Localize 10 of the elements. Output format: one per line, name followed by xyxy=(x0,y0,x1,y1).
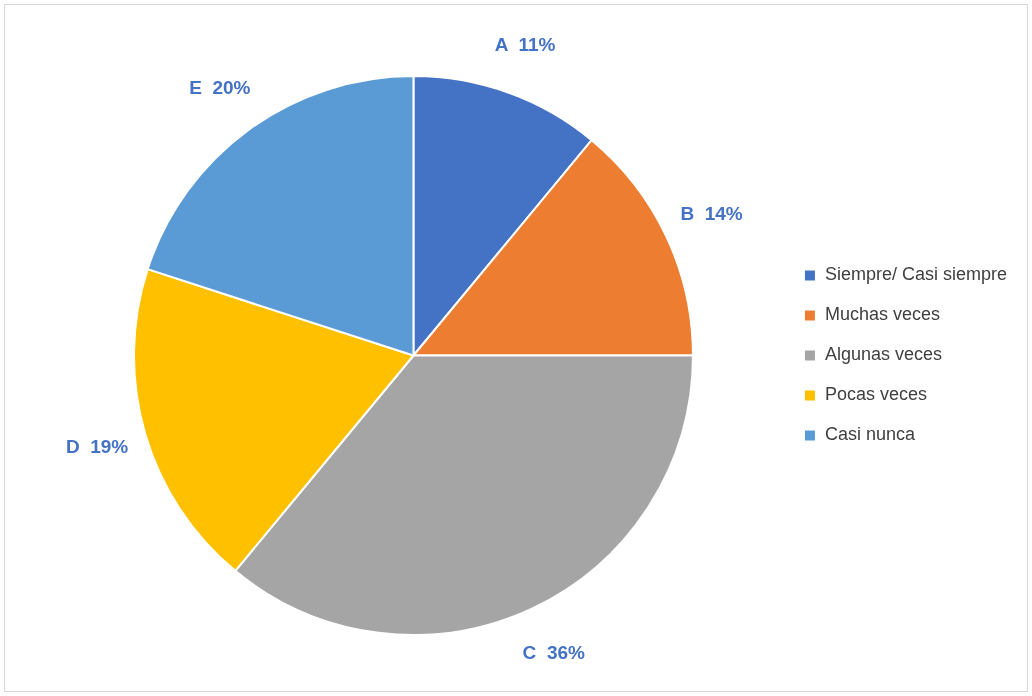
legend-label: Siempre/ Casi siempre xyxy=(824,264,1008,285)
legend-label: Pocas veces xyxy=(824,384,928,405)
legend-label: Algunas veces xyxy=(824,344,943,365)
legend-label: Casi nunca xyxy=(824,424,916,445)
data-label: E 20% xyxy=(189,77,251,99)
data-label: D 19% xyxy=(65,435,129,457)
data-label: B 14% xyxy=(680,203,743,225)
data-label: A 11% xyxy=(494,33,556,55)
data-label: C 36% xyxy=(522,641,586,663)
legend-label: Muchas veces xyxy=(824,304,941,325)
